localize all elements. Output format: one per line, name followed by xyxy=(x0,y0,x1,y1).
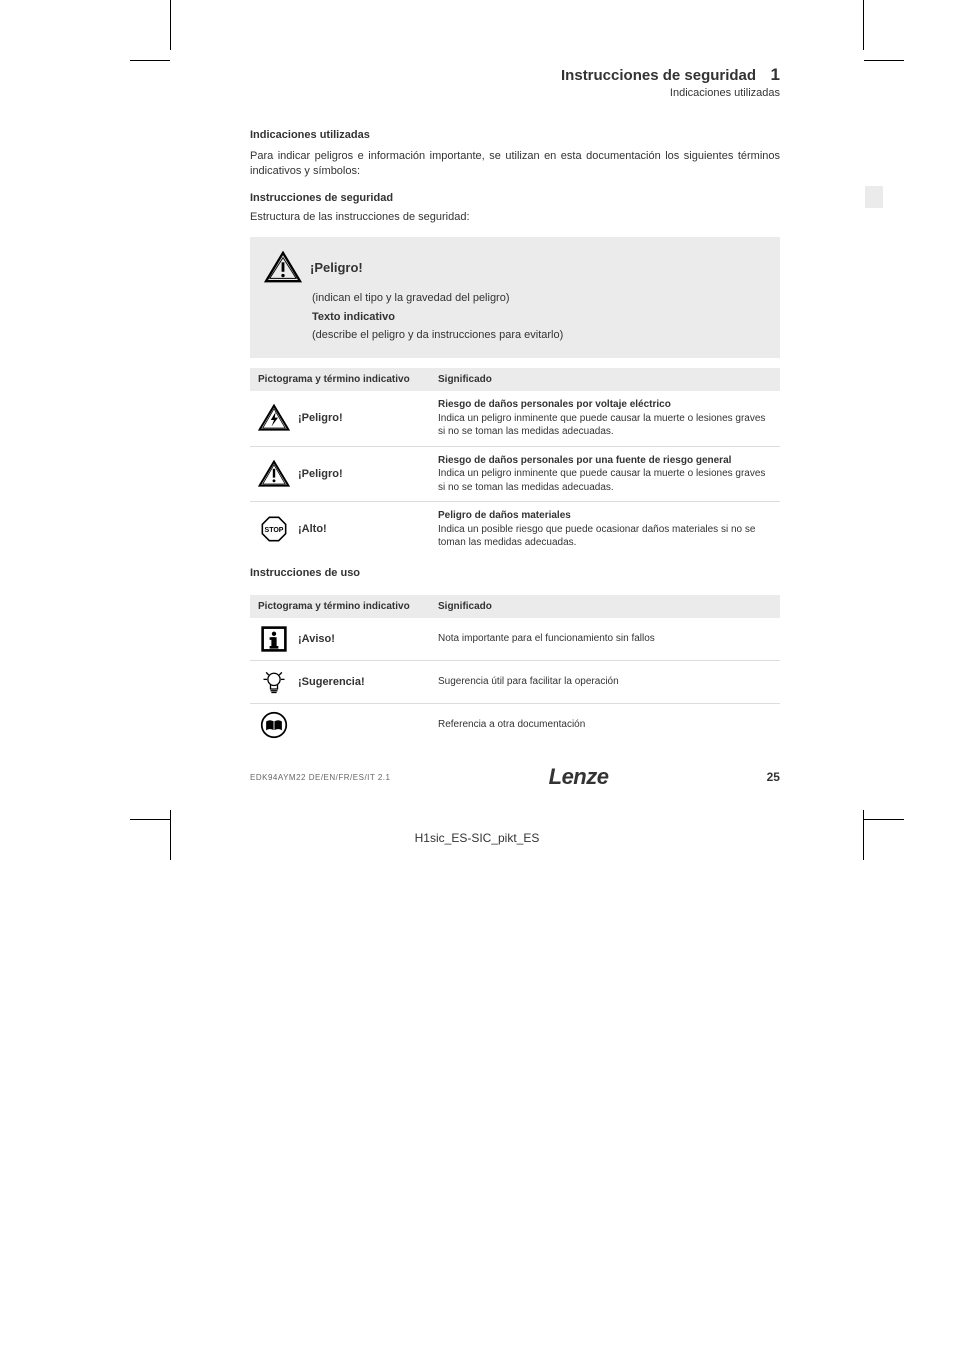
table-row: ¡Aviso! Nota importante para el funciona… xyxy=(250,618,780,661)
table-row: Referencia a otra documentación xyxy=(250,704,780,746)
bottom-label: H1sic_ES-SIC_pikt_ES xyxy=(0,831,954,845)
lightbulb-icon xyxy=(258,668,290,696)
crop-mark xyxy=(864,60,904,61)
table2-col1-header: Pictograma y término indicativo xyxy=(258,600,438,614)
crop-mark xyxy=(130,60,170,61)
callout-title: ¡Peligro! xyxy=(310,260,363,275)
section-heading: Indicaciones utilizadas xyxy=(250,129,780,141)
intro-text: Para indicar peligros e información impo… xyxy=(250,149,780,180)
structure-label: Estructura de las instrucciones de segur… xyxy=(250,210,780,225)
book-icon xyxy=(258,711,290,739)
page-tab xyxy=(865,186,883,208)
table1-header: Pictograma y término indicativo Signific… xyxy=(250,368,780,392)
sub-heading: Instrucciones de seguridad xyxy=(250,192,780,204)
crop-mark xyxy=(864,819,904,820)
row-bold: Peligro de daños materiales xyxy=(438,509,772,523)
doc-id: EDK94AYM22 DE/EN/FR/ES/IT 2.1 xyxy=(250,773,390,782)
header-subtitle: Indicaciones utilizadas xyxy=(250,87,780,99)
callout-line2: Texto indicativo xyxy=(312,309,762,326)
section2-heading: Instrucciones de uso xyxy=(250,567,780,579)
row-text: Sugerencia útil para facilitar la operac… xyxy=(438,675,772,689)
row-bold: Riesgo de daños personales por voltaje e… xyxy=(438,398,772,412)
svg-text:STOP: STOP xyxy=(265,528,284,535)
row-term: ¡Aviso! xyxy=(298,633,335,645)
table-row: ¡Peligro! Riesgo de daños personales por… xyxy=(250,447,780,503)
row-text: Indica un posible riesgo que puede ocasi… xyxy=(438,524,755,549)
table1-col2-header: Significado xyxy=(438,373,772,387)
crop-mark xyxy=(863,0,864,50)
crop-mark xyxy=(130,819,170,820)
row-term: ¡Sugerencia! xyxy=(298,676,365,688)
table1-col1-header: Pictograma y término indicativo xyxy=(258,373,438,387)
row-term: ¡Alto! xyxy=(298,523,327,535)
chapter-number: 1 xyxy=(771,65,780,84)
row-term: ¡Peligro! xyxy=(298,468,343,480)
danger-callout: ¡Peligro! (indican el tipo y la gravedad… xyxy=(250,237,780,358)
table-row: ¡Peligro! Riesgo de daños personales por… xyxy=(250,391,780,447)
row-text: Referencia a otra documentación xyxy=(438,718,772,732)
page-header: Instrucciones de seguridad 1 Indicacione… xyxy=(250,65,780,99)
page-footer: EDK94AYM22 DE/EN/FR/ES/IT 2.1 Lenze 25 xyxy=(250,764,780,790)
row-text: Nota importante para el funcionamiento s… xyxy=(438,632,772,646)
crop-mark xyxy=(170,0,171,50)
lenze-logo: Lenze xyxy=(549,764,609,790)
table-row: ¡Sugerencia! Sugerencia útil para facili… xyxy=(250,661,780,704)
row-text: Indica un peligro inminente que puede ca… xyxy=(438,413,765,438)
page-content: Instrucciones de seguridad 1 Indicacione… xyxy=(250,65,780,746)
row-text: Indica un peligro inminente que puede ca… xyxy=(438,468,765,493)
row-bold: Riesgo de daños personales por una fuent… xyxy=(438,454,772,468)
callout-line3: (describe el peligro y da instrucciones … xyxy=(312,329,563,341)
danger-general-icon xyxy=(258,460,290,488)
callout-line1: (indican el tipo y la gravedad del pelig… xyxy=(312,292,510,304)
page-number: 25 xyxy=(767,770,780,784)
danger-triangle-icon xyxy=(264,251,302,284)
info-icon xyxy=(258,625,290,653)
danger-electric-icon xyxy=(258,404,290,432)
table-row: STOP ¡Alto! Peligro de daños materiales … xyxy=(250,502,780,557)
table2-header: Pictograma y término indicativo Signific… xyxy=(250,595,780,619)
header-title: Instrucciones de seguridad xyxy=(561,67,756,84)
stop-icon: STOP xyxy=(258,515,290,543)
table2-col2-header: Significado xyxy=(438,600,772,614)
row-term: ¡Peligro! xyxy=(298,412,343,424)
